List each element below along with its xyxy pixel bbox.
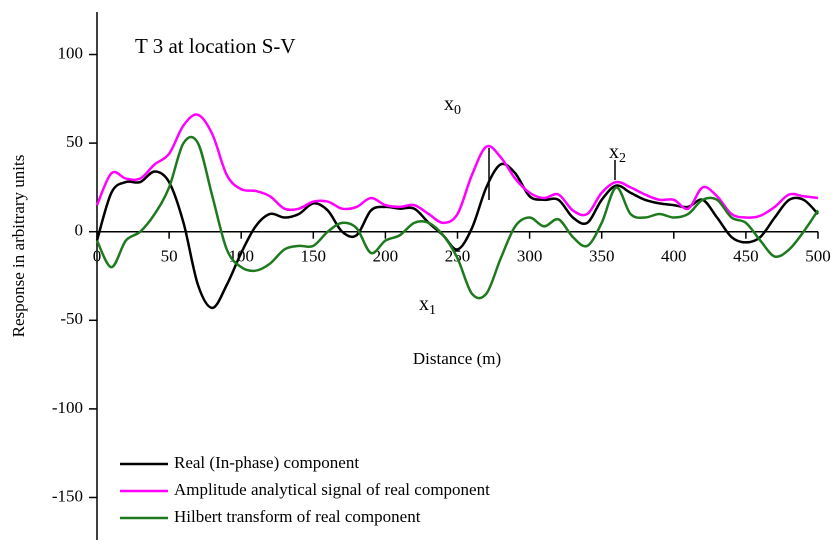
annotation-text: x xyxy=(419,293,429,315)
annotation-text: x xyxy=(609,141,619,163)
y-tick-label: 0 xyxy=(75,221,84,240)
annotation-subscript: 1 xyxy=(429,303,436,318)
series-line xyxy=(95,162,819,310)
annotation: x1 xyxy=(419,293,436,319)
series-line xyxy=(95,113,819,225)
series-line xyxy=(95,135,820,300)
y-tick-label: -100 xyxy=(52,398,83,417)
annotation-text: x xyxy=(444,93,454,115)
chart-title: T 3 at location S-V xyxy=(135,34,296,58)
annotation: x2 xyxy=(609,141,626,167)
y-tick-label: -50 xyxy=(60,309,83,328)
annotation-subscript: 2 xyxy=(619,151,626,166)
x-tick-label: 0 xyxy=(93,247,102,266)
annotation-subscript: 0 xyxy=(454,103,461,118)
x-tick-label: 300 xyxy=(517,247,543,266)
legend-label: Amplitude analytical signal of real comp… xyxy=(174,480,490,499)
x-tick-label: 150 xyxy=(301,247,327,266)
x-tick-label: 50 xyxy=(161,247,178,266)
legend-label: Hilbert transform of real component xyxy=(174,507,421,526)
x-tick-label: 350 xyxy=(589,247,615,266)
annotation: x0 xyxy=(444,93,461,119)
legend-label: Real (In-phase) component xyxy=(174,453,359,472)
y-tick-label: -150 xyxy=(52,486,83,505)
x-tick-label: 450 xyxy=(733,247,759,266)
y-tick-label: 100 xyxy=(58,43,84,62)
x-tick-label: 400 xyxy=(661,247,687,266)
y-tick-label: 50 xyxy=(66,132,83,151)
x-tick-label: 200 xyxy=(373,247,399,266)
y-axis-label: Response in arbitrary units xyxy=(9,155,28,338)
x-tick-label: 500 xyxy=(805,247,831,266)
x-tick-label: 100 xyxy=(228,247,254,266)
x-axis-label: Distance (m) xyxy=(413,349,501,368)
